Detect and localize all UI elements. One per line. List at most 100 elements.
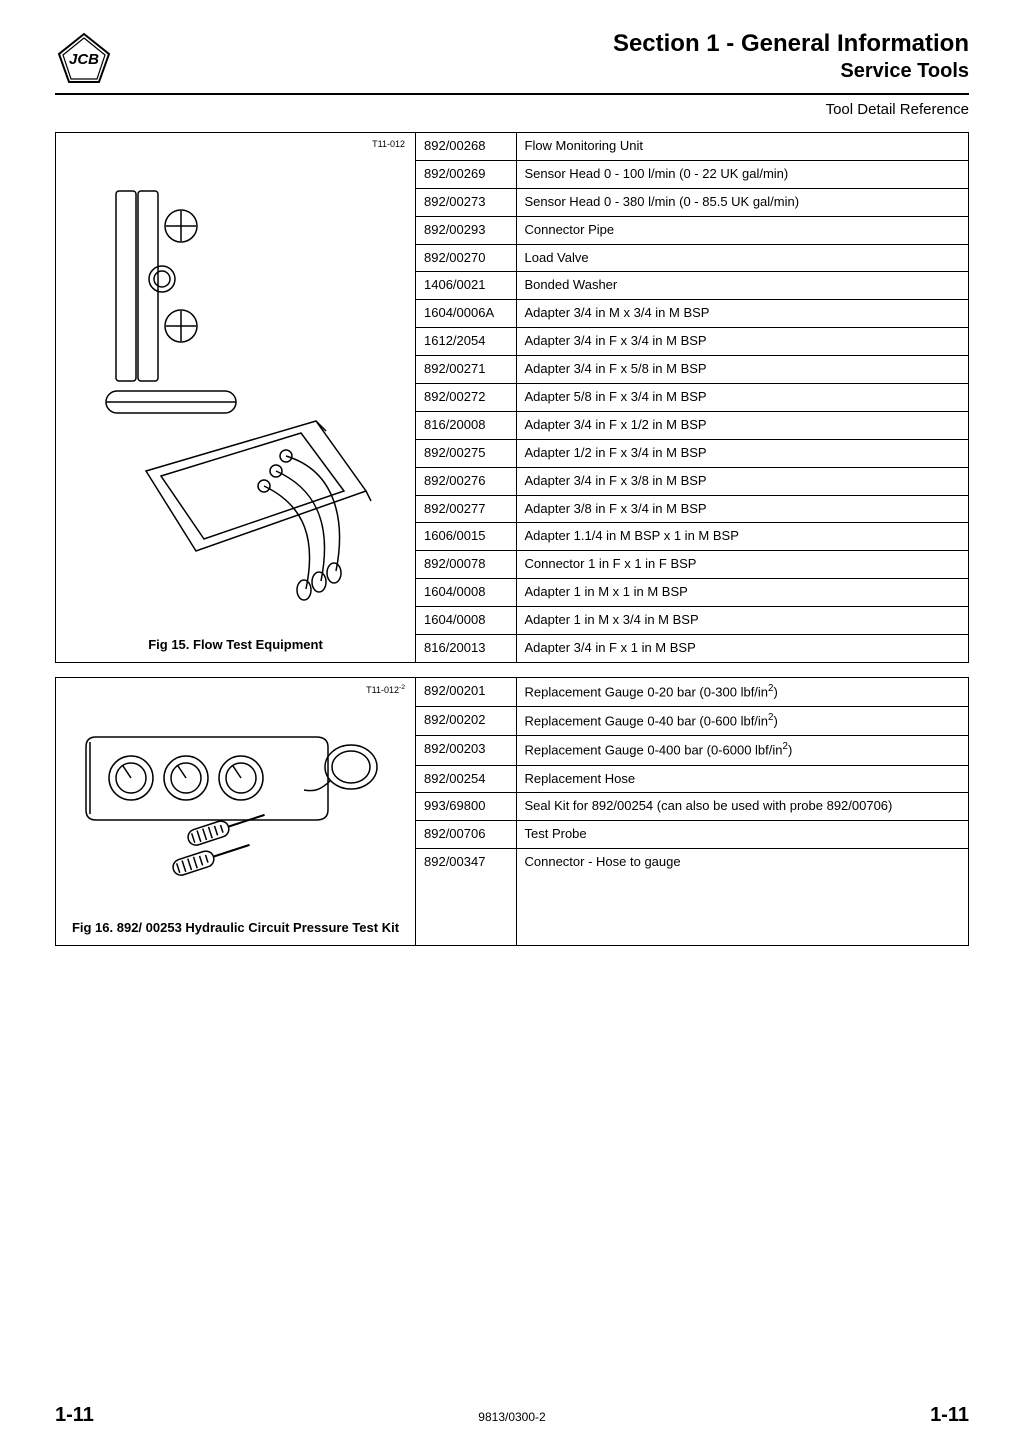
part-number: 892/00706: [416, 821, 516, 849]
table-row: 892/00203Replacement Gauge 0-400 bar (0-…: [416, 736, 968, 765]
fig16-panel: T11-012-2: [55, 677, 969, 946]
part-description: Replacement Hose: [516, 765, 968, 793]
part-description: Replacement Gauge 0-40 bar (0-600 lbf/in…: [516, 707, 968, 736]
table-row: 1604/0006AAdapter 3/4 in M x 3/4 in M BS…: [416, 300, 968, 328]
tool-reference-label: Tool Detail Reference: [55, 101, 969, 118]
part-description: Adapter 3/4 in M x 3/4 in M BSP: [516, 300, 968, 328]
part-number: 816/20013: [416, 635, 516, 662]
table-row: 892/00270Load Valve: [416, 244, 968, 272]
part-number: 892/00078: [416, 551, 516, 579]
part-number: 892/00273: [416, 188, 516, 216]
part-description: Connector - Hose to gauge: [516, 849, 968, 945]
fig16-code-suffix: -2: [399, 684, 405, 691]
part-number: 892/00276: [416, 467, 516, 495]
part-description: Adapter 3/8 in F x 3/4 in M BSP: [516, 495, 968, 523]
table-row: 1612/2054Adapter 3/4 in F x 3/4 in M BSP: [416, 328, 968, 356]
part-number: 892/00269: [416, 160, 516, 188]
part-number: 1612/2054: [416, 328, 516, 356]
page-header: JCB Section 1 - General Information Serv…: [55, 30, 969, 95]
part-number: 892/00277: [416, 495, 516, 523]
sub-title: Service Tools: [113, 60, 969, 83]
fig15-figure-cell: T11-012: [56, 133, 416, 662]
part-description: Connector 1 in F x 1 in F BSP: [516, 551, 968, 579]
table-row: 892/00268Flow Monitoring Unit: [416, 133, 968, 160]
fig15-code: T11-012: [372, 139, 405, 149]
jcb-logo: JCB: [55, 32, 113, 89]
fig16-figure-cell: T11-012-2: [56, 678, 416, 945]
part-description: Adapter 3/4 in F x 3/8 in M BSP: [516, 467, 968, 495]
fig15-table: 892/00268Flow Monitoring Unit892/00269Se…: [416, 133, 968, 662]
part-description: Replacement Gauge 0-400 bar (0-6000 lbf/…: [516, 736, 968, 765]
table-row: 892/00347Connector - Hose to gauge: [416, 849, 968, 945]
part-number: 993/69800: [416, 793, 516, 821]
svg-text:JCB: JCB: [69, 51, 99, 68]
table-row: 892/00078Connector 1 in F x 1 in F BSP: [416, 551, 968, 579]
part-description: Adapter 3/4 in F x 1/2 in M BSP: [516, 411, 968, 439]
page-number-left: 1-11: [55, 1404, 94, 1427]
page-number-right: 1-11: [930, 1404, 969, 1427]
part-description: Seal Kit for 892/00254 (can also be used…: [516, 793, 968, 821]
part-number: 1604/0008: [416, 579, 516, 607]
part-description: Adapter 1 in M x 3/4 in M BSP: [516, 607, 968, 635]
table-row: 892/00293Connector Pipe: [416, 216, 968, 244]
fig16-code: T11-012-2: [366, 684, 405, 695]
part-description: Replacement Gauge 0-20 bar (0-300 lbf/in…: [516, 678, 968, 707]
part-number: 892/00203: [416, 736, 516, 765]
table-row: 892/00277Adapter 3/8 in F x 3/4 in M BSP: [416, 495, 968, 523]
fig16-drawing: [62, 686, 409, 914]
table-row: 816/20008Adapter 3/4 in F x 1/2 in M BSP: [416, 411, 968, 439]
fig16-caption: Fig 16. 892/ 00253 Hydraulic Circuit Pre…: [68, 914, 403, 937]
fig16-code-base: T11-012: [366, 685, 399, 695]
part-number: 892/00254: [416, 765, 516, 793]
part-number: 892/00275: [416, 439, 516, 467]
page-footer: 1-11 9813/0300-2 1-11: [55, 1404, 969, 1427]
part-number: 892/00272: [416, 384, 516, 412]
part-number: 892/00202: [416, 707, 516, 736]
doc-number: 9813/0300-2: [478, 1410, 545, 1424]
fig16-table: 892/00201Replacement Gauge 0-20 bar (0-3…: [416, 678, 968, 945]
table-row: 816/20013Adapter 3/4 in F x 1 in M BSP: [416, 635, 968, 662]
part-number: 892/00347: [416, 849, 516, 945]
part-description: Sensor Head 0 - 100 l/min (0 - 22 UK gal…: [516, 160, 968, 188]
part-number: 1604/0006A: [416, 300, 516, 328]
part-description: Adapter 5/8 in F x 3/4 in M BSP: [516, 384, 968, 412]
table-row: 892/00271Adapter 3/4 in F x 5/8 in M BSP: [416, 356, 968, 384]
section-title: Section 1 - General Information: [113, 30, 969, 58]
table-row: 1604/0008Adapter 1 in M x 1 in M BSP: [416, 579, 968, 607]
table-row: 892/00254Replacement Hose: [416, 765, 968, 793]
table-row: 892/00706Test Probe: [416, 821, 968, 849]
table-row: 1406/0021Bonded Washer: [416, 272, 968, 300]
table-row: 892/00273Sensor Head 0 - 380 l/min (0 - …: [416, 188, 968, 216]
part-number: 1604/0008: [416, 607, 516, 635]
part-description: Test Probe: [516, 821, 968, 849]
part-description: Adapter 3/4 in F x 3/4 in M BSP: [516, 328, 968, 356]
part-description: Connector Pipe: [516, 216, 968, 244]
part-description: Adapter 1 in M x 1 in M BSP: [516, 579, 968, 607]
part-number: 892/00201: [416, 678, 516, 707]
table-row: 993/69800Seal Kit for 892/00254 (can als…: [416, 793, 968, 821]
header-text: Section 1 - General Information Service …: [113, 30, 969, 83]
part-description: Load Valve: [516, 244, 968, 272]
table-row: 1604/0008Adapter 1 in M x 3/4 in M BSP: [416, 607, 968, 635]
part-description: Adapter 3/4 in F x 1 in M BSP: [516, 635, 968, 662]
part-number: 892/00271: [416, 356, 516, 384]
fig15-caption: Fig 15. Flow Test Equipment: [144, 631, 327, 654]
table-row: 892/00275Adapter 1/2 in F x 3/4 in M BSP: [416, 439, 968, 467]
part-number: 892/00270: [416, 244, 516, 272]
table-row: 892/00269Sensor Head 0 - 100 l/min (0 - …: [416, 160, 968, 188]
table-row: 892/00272Adapter 5/8 in F x 3/4 in M BSP: [416, 384, 968, 412]
part-description: Sensor Head 0 - 380 l/min (0 - 85.5 UK g…: [516, 188, 968, 216]
part-description: Adapter 1/2 in F x 3/4 in M BSP: [516, 439, 968, 467]
fig15-drawing: [62, 141, 409, 631]
part-number: 816/20008: [416, 411, 516, 439]
part-description: Flow Monitoring Unit: [516, 133, 968, 160]
table-row: 892/00202Replacement Gauge 0-40 bar (0-6…: [416, 707, 968, 736]
table-row: 892/00276Adapter 3/4 in F x 3/8 in M BSP: [416, 467, 968, 495]
part-number: 1406/0021: [416, 272, 516, 300]
fig15-panel: T11-012: [55, 132, 969, 663]
part-description: Adapter 1.1/4 in M BSP x 1 in M BSP: [516, 523, 968, 551]
part-number: 1606/0015: [416, 523, 516, 551]
table-row: 892/00201Replacement Gauge 0-20 bar (0-3…: [416, 678, 968, 707]
part-description: Bonded Washer: [516, 272, 968, 300]
part-description: Adapter 3/4 in F x 5/8 in M BSP: [516, 356, 968, 384]
